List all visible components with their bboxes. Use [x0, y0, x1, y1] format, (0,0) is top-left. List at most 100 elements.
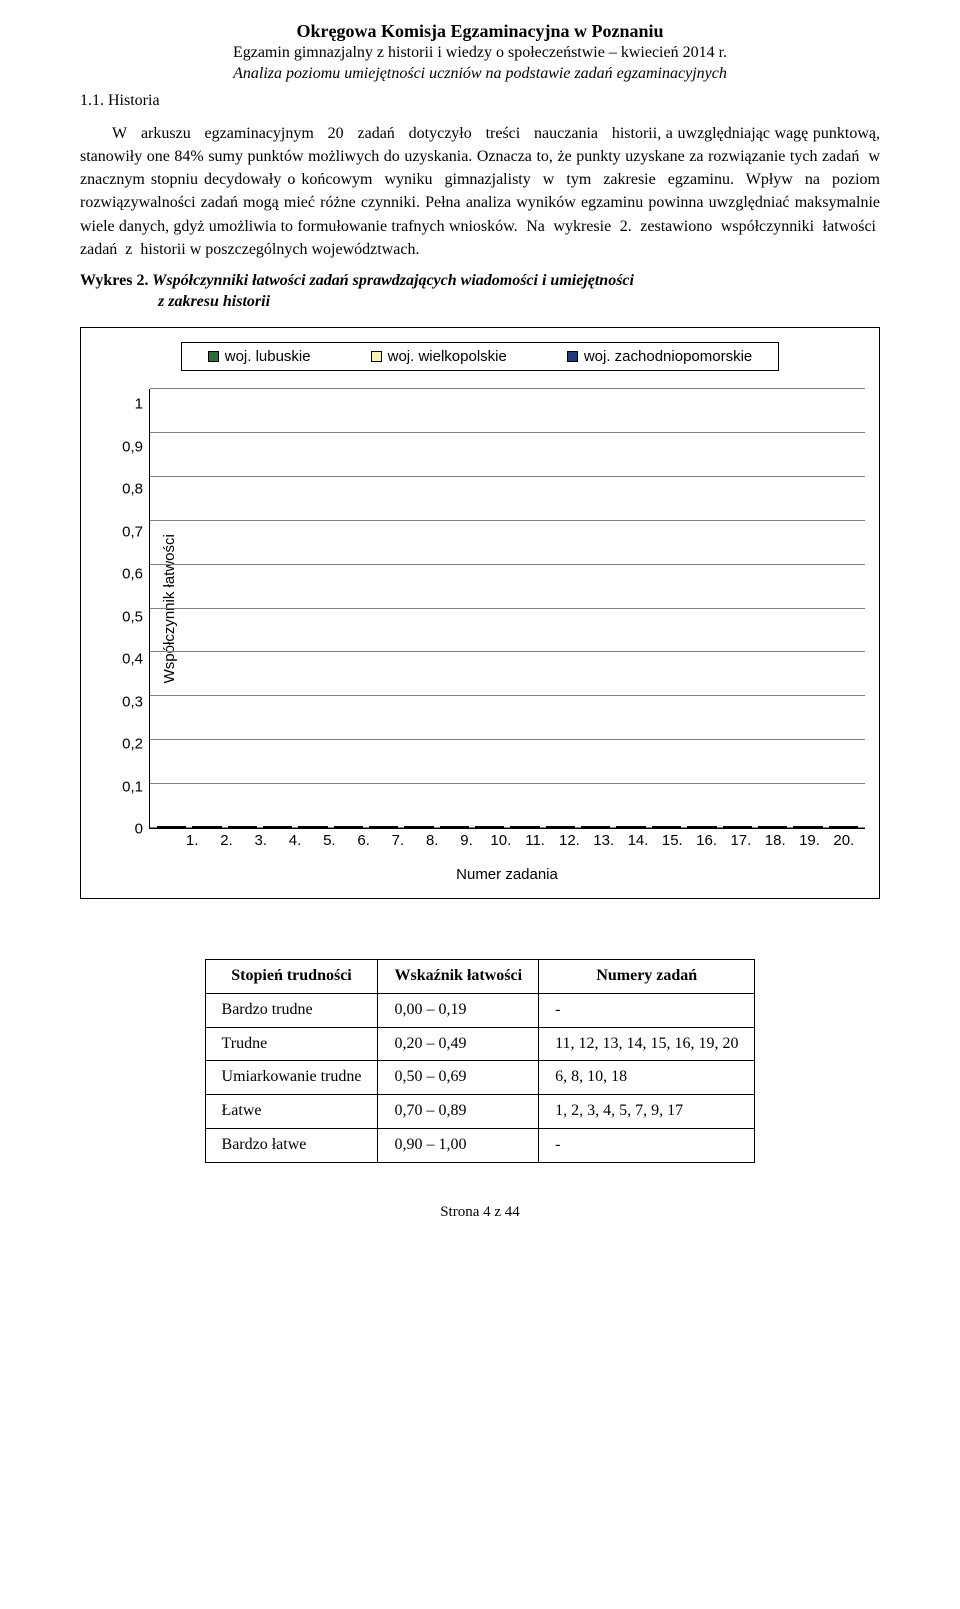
bar: [212, 826, 222, 828]
bar: [475, 826, 485, 828]
x-tick: 15.: [655, 831, 689, 851]
bar-group: [578, 826, 613, 828]
bar: [793, 826, 803, 828]
bar: [707, 826, 717, 828]
table-row: Trudne0,20 – 0,4911, 12, 13, 14, 15, 16,…: [205, 1027, 755, 1061]
x-tick: 6.: [346, 831, 380, 851]
bar: [768, 826, 778, 828]
table-cell: 0,90 – 1,00: [378, 1128, 539, 1162]
bar: [723, 826, 733, 828]
legend-item: woj. lubuskie: [208, 347, 311, 367]
bar: [530, 826, 540, 828]
bar: [742, 826, 752, 828]
x-tick: 9.: [449, 831, 483, 851]
bar: [495, 826, 505, 828]
bar: [298, 826, 308, 828]
y-tick: 0,9: [122, 439, 143, 454]
y-axis-label-wrap: Współczynnik łatwości: [95, 389, 117, 829]
bar: [687, 826, 697, 828]
table-cell: Umiarkowanie trudne: [205, 1061, 378, 1095]
table-row: Łatwe0,70 – 0,891, 2, 3, 4, 5, 7, 9, 17: [205, 1095, 755, 1129]
header-org: Okręgowa Komisja Egzaminacyjna w Poznani…: [80, 20, 880, 43]
x-tick: 11.: [518, 831, 552, 851]
legend-swatch: [371, 351, 382, 362]
bars-layer: [150, 389, 865, 828]
legend-swatch: [208, 351, 219, 362]
x-tick: 3.: [244, 831, 278, 851]
x-tick: 1.: [175, 831, 209, 851]
bar: [404, 826, 414, 828]
x-tick: 13.: [587, 831, 621, 851]
bar: [424, 826, 434, 828]
x-tick: 20.: [827, 831, 861, 851]
bar: [485, 826, 495, 828]
x-tick: 2.: [209, 831, 243, 851]
bar: [459, 826, 469, 828]
bar-group: [260, 826, 295, 828]
bar: [344, 826, 354, 828]
x-tick: 16.: [689, 831, 723, 851]
x-tick: 12.: [552, 831, 586, 851]
bar-chart: woj. lubuskiewoj. wielkopolskiewoj. zach…: [80, 327, 880, 900]
bar-group: [472, 826, 507, 828]
x-tick: 19.: [792, 831, 826, 851]
bar-group: [331, 826, 366, 828]
y-tick: 0,7: [122, 524, 143, 539]
table-cell: Łatwe: [205, 1095, 378, 1129]
table-cell: 0,00 – 0,19: [378, 993, 539, 1027]
bar: [616, 826, 626, 828]
bar-group: [826, 826, 861, 828]
bar: [237, 826, 247, 828]
bar: [450, 826, 460, 828]
bar-group: [225, 826, 260, 828]
legend-label: woj. zachodniopomorskie: [584, 347, 752, 367]
bar-group: [295, 826, 330, 828]
bar: [652, 826, 662, 828]
bar: [732, 826, 742, 828]
bar: [601, 826, 611, 828]
x-tick: 8.: [415, 831, 449, 851]
bar-group: [790, 826, 825, 828]
y-tick: 0,8: [122, 482, 143, 497]
plot-area: [149, 389, 865, 829]
header-exam: Egzamin gimnazjalny z historii i wiedzy …: [80, 43, 880, 64]
chart-plot-wrap: Współczynnik łatwości 10,90,80,70,60,50,…: [95, 389, 865, 829]
table-cell: 11, 12, 13, 14, 15, 16, 19, 20: [539, 1027, 755, 1061]
difficulty-table: Stopień trudnościWskaźnik łatwościNumery…: [205, 959, 756, 1163]
header-analysis: Analiza poziomu umiejętności uczniów na …: [80, 64, 880, 85]
bar: [662, 826, 672, 828]
bar: [546, 826, 556, 828]
bar: [777, 826, 787, 828]
bar: [758, 826, 768, 828]
bar-group: [613, 826, 648, 828]
bar: [581, 826, 591, 828]
bar-group: [684, 826, 719, 828]
bar: [353, 826, 363, 828]
table-cell: 0,20 – 0,49: [378, 1027, 539, 1061]
bar: [520, 826, 530, 828]
page-footer: Strona 4 z 44: [80, 1203, 880, 1223]
bar: [334, 826, 344, 828]
bar-group: [507, 826, 542, 828]
bar: [247, 826, 257, 828]
bar: [228, 826, 238, 828]
bar: [157, 826, 167, 828]
bar: [565, 826, 575, 828]
page-header: Okręgowa Komisja Egzaminacyjna w Poznani…: [80, 20, 880, 85]
bar-group: [366, 826, 401, 828]
table-cell: 0,70 – 0,89: [378, 1095, 539, 1129]
bar: [414, 826, 424, 828]
x-axis-label: Numer zadania: [95, 865, 865, 885]
bar: [626, 826, 636, 828]
x-tick: 10.: [484, 831, 518, 851]
section-number: 1.1. Historia: [80, 91, 880, 112]
bar-group: [401, 826, 436, 828]
x-tick: 4.: [278, 831, 312, 851]
bar-group: [154, 826, 189, 828]
bar: [510, 826, 520, 828]
y-tick: 0,4: [122, 652, 143, 667]
chart-caption-prefix: Wykres 2.: [80, 272, 148, 289]
table-cell: Trudne: [205, 1027, 378, 1061]
legend-item: woj. zachodniopomorskie: [567, 347, 752, 367]
bar: [379, 826, 389, 828]
